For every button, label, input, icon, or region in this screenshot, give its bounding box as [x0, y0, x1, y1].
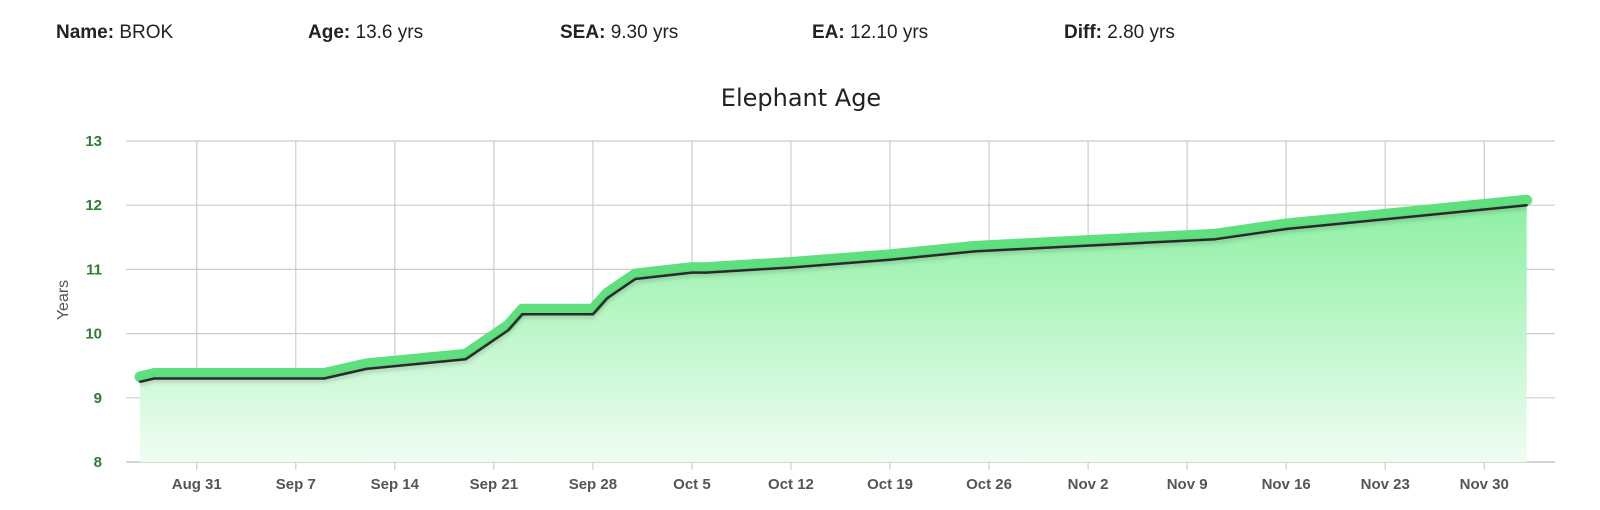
x-tick-label: Oct 5: [673, 476, 711, 493]
data-point: [591, 313, 595, 316]
info-bar: Name: BROK Age: 13.6 yrs SEA: 9.30 yrs E…: [0, 0, 1600, 70]
age-value: 13.6 yrs: [355, 22, 424, 43]
x-tick-label: Nov 2: [1068, 476, 1109, 493]
name-info: Name: BROK: [56, 22, 173, 44]
data-point: [1525, 204, 1528, 207]
name-value: BROK: [119, 22, 174, 43]
name-label: Name:: [56, 22, 115, 43]
series-highlight-band: [134, 194, 1533, 383]
x-tick-label: Aug 31: [172, 476, 222, 493]
y-axis-label: Years: [55, 280, 72, 320]
data-point: [704, 271, 708, 274]
data-point: [153, 377, 156, 380]
data-point: [1086, 244, 1090, 247]
sea-label: SEA:: [560, 22, 606, 43]
data-point: [365, 367, 368, 371]
y-tick-label: 12: [85, 197, 102, 214]
x-tick-label: Oct 19: [867, 476, 913, 493]
x-tick-label: Nov 30: [1460, 476, 1509, 493]
age-label: Age:: [308, 22, 351, 43]
y-tick-label: 9: [94, 390, 102, 407]
tick-labels: 8 9 10 11 12 13 Aug 31 Sep 7 Sep 14 Sep 21 Sep 28 O…: [85, 133, 1509, 493]
ea-value: 12.10 yrs: [850, 22, 929, 43]
area-layer: [134, 194, 1533, 462]
x-tick-label: Nov 9: [1167, 476, 1208, 493]
x-tick-label: Nov 23: [1361, 476, 1410, 493]
chart-title: Elephant Age: [721, 84, 881, 112]
x-tick-label: Sep 7: [276, 476, 316, 493]
x-tick-label: Sep 21: [470, 476, 518, 493]
data-point: [1214, 238, 1217, 241]
diff-label: Diff:: [1064, 22, 1102, 43]
sea-info: SEA: 9.30 yrs: [560, 22, 678, 44]
diff-value: 2.80 yrs: [1107, 22, 1175, 43]
data-point: [138, 380, 142, 383]
diff-info: Diff: 2.80 yrs: [1064, 22, 1175, 44]
x-tick-label: Sep 28: [569, 476, 617, 493]
sea-value: 9.30 yrs: [610, 22, 679, 43]
age-info: Age: 13.6 yrs: [308, 22, 423, 44]
data-point: [464, 358, 467, 361]
data-point: [690, 271, 694, 274]
area-fill: [140, 205, 1527, 462]
data-point: [506, 329, 510, 332]
x-tick-label: Sep 14: [371, 476, 420, 493]
y-tick-label: 8: [94, 454, 102, 471]
y-tick-label: 13: [85, 133, 102, 150]
data-point: [634, 277, 637, 281]
data-point: [789, 266, 793, 269]
data-point: [520, 313, 524, 316]
data-point: [605, 297, 609, 300]
data-point: [973, 250, 977, 253]
ea-info: EA: 12.10 yrs: [812, 22, 928, 44]
data-point: [1384, 218, 1387, 221]
data-point: [1284, 227, 1288, 231]
data-point: [322, 377, 326, 380]
x-tick-label: Nov 16: [1262, 476, 1311, 493]
ea-label: EA:: [812, 22, 845, 43]
series-line: [139, 203, 1527, 384]
y-tick-label: 11: [86, 261, 102, 278]
x-tick-label: Oct 26: [966, 476, 1012, 493]
x-tick-label: Oct 12: [768, 476, 814, 493]
y-tick-label: 10: [85, 326, 102, 343]
data-point: [888, 258, 892, 261]
